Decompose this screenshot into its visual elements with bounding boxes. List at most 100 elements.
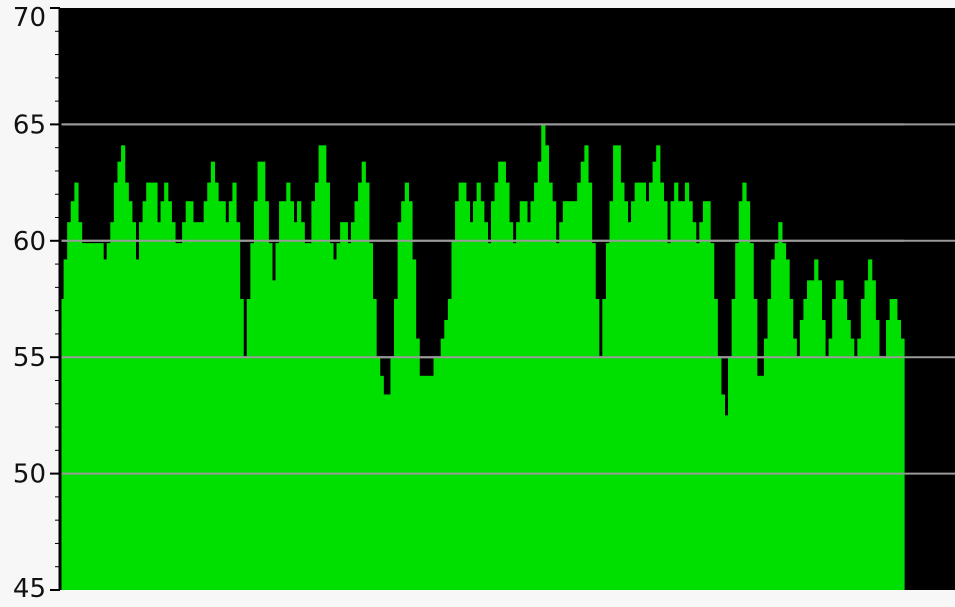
area-column [279,201,284,590]
area-column [645,201,650,590]
area-column [411,259,417,590]
area-column [329,243,334,590]
area-column [566,201,571,590]
area-column [839,280,844,590]
area-column [95,243,101,590]
area-column [487,243,492,590]
area-column [641,182,647,590]
area-column [347,243,352,590]
area-column [548,182,553,590]
area-column [311,201,316,590]
area-column [167,201,172,590]
area-column [490,201,496,590]
area-column [710,243,715,590]
area-column [555,243,560,590]
area-column [778,222,783,590]
area-column [128,201,133,590]
y-tick-label: 65 [13,110,46,140]
area-column [868,259,873,590]
area-column [246,299,251,590]
area-column [842,299,848,590]
area-column [307,243,312,590]
area-column [889,299,894,590]
area-column [674,182,679,590]
area-column [602,299,607,590]
area-column [275,243,280,590]
area-column [81,243,86,590]
area-column [828,338,833,590]
area-column [451,240,456,591]
area-column [886,319,891,590]
y-tick-label: 70 [13,3,46,33]
area-column [508,222,514,590]
area-column [121,145,126,590]
area-column [401,201,406,590]
area-column [559,222,564,590]
area-column [336,243,341,590]
area-column [666,243,672,590]
area-column [228,201,233,590]
area-column [429,375,435,590]
area-column [383,394,388,590]
area-column [192,222,198,590]
area-column [250,243,255,590]
area-column [70,201,75,590]
area-column [131,222,137,590]
area-column [139,222,144,590]
area-column [774,243,779,590]
area-column [573,201,578,590]
area-column [731,299,736,590]
area-column [756,375,761,590]
area-column [419,375,424,590]
area-column [720,394,726,590]
area-column [760,375,765,590]
area-column [203,201,208,590]
y-tick-label: 50 [13,460,46,490]
area-column [738,201,743,590]
area-column [63,259,68,590]
area-column [174,243,180,590]
area-column [620,182,625,590]
area-column [286,182,291,590]
area-column [749,243,754,590]
area-column [99,243,104,590]
area-column [695,243,700,590]
area-column [767,299,772,590]
y-tick-label: 45 [13,574,46,604]
area-column [476,182,481,590]
area-column [92,243,97,590]
area-column [379,375,384,590]
area-column [178,243,183,590]
area-column [185,201,190,590]
area-column [817,280,822,590]
area-column [785,259,790,590]
area-column [835,280,840,590]
area-column [523,201,528,590]
area-column [106,243,111,590]
area-column [803,299,808,590]
area-column [135,259,140,590]
area-column [88,243,93,590]
area-column [864,280,869,590]
area-column [196,222,201,590]
area-column [814,259,819,590]
area-column [394,299,399,590]
area-column [677,201,682,590]
area-column [591,243,596,590]
area-column [318,145,323,590]
area-column [781,243,787,590]
area-column [595,299,600,590]
area-column [623,201,629,590]
area-column [896,319,902,590]
area-column [656,145,661,590]
area-column [512,243,517,590]
area-column [365,182,370,590]
area-column [498,161,503,590]
area-column [832,299,837,590]
area-column [616,145,621,590]
area-series [60,123,905,591]
area-column [156,222,162,590]
area-column [860,299,866,590]
area-column [519,201,524,590]
area-column [659,182,664,590]
